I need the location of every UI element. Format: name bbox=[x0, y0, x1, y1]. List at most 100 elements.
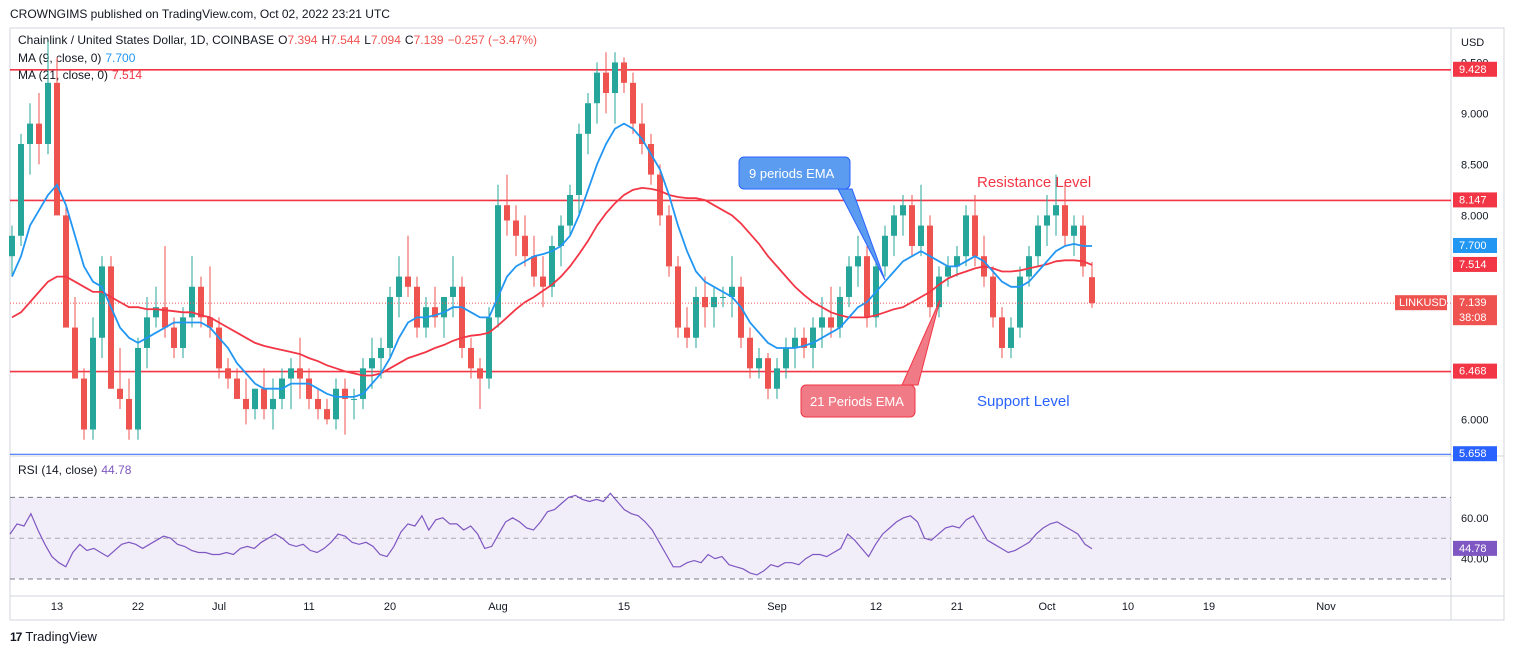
resistance-label: Resistance Level bbox=[977, 174, 1091, 191]
candle-body bbox=[108, 266, 114, 389]
open-value: 7.394 bbox=[287, 33, 318, 47]
candle-body bbox=[603, 72, 609, 94]
candle-body bbox=[540, 276, 546, 287]
candle-body bbox=[351, 398, 357, 400]
candle-body bbox=[243, 398, 249, 410]
candle-body bbox=[441, 296, 447, 318]
ema21-callout-pointer bbox=[901, 299, 941, 386]
price-tick-label: 6.000 bbox=[1461, 414, 1489, 426]
candle-body bbox=[963, 215, 969, 257]
candle-body bbox=[387, 296, 393, 348]
candle-body bbox=[729, 286, 735, 297]
ema9-tag-label: 7.700 bbox=[1459, 240, 1487, 252]
candle-body bbox=[234, 378, 240, 399]
candle-body bbox=[567, 194, 573, 226]
candle-body bbox=[324, 409, 330, 420]
ma21-value: 7.514 bbox=[112, 68, 143, 82]
candle-body bbox=[27, 123, 33, 145]
candle-body bbox=[216, 327, 222, 369]
candle-body bbox=[630, 82, 636, 124]
candle-body bbox=[99, 266, 105, 338]
low-value: 7.094 bbox=[370, 33, 401, 47]
candle-body bbox=[153, 307, 159, 318]
candle-body bbox=[468, 347, 474, 369]
candle-body bbox=[261, 388, 267, 410]
symbol-legend: Chainlink / United States Dollar, 1D, CO… bbox=[18, 33, 541, 47]
candle-body bbox=[432, 307, 438, 318]
candle-body bbox=[909, 205, 915, 246]
tradingview-brand: TradingView bbox=[25, 629, 97, 644]
symbol-tag: LINKUSD bbox=[1399, 297, 1447, 309]
candle-body bbox=[720, 296, 726, 298]
ma21-label: MA (21, close, 0) bbox=[18, 68, 109, 82]
time-tick-label: 22 bbox=[132, 601, 144, 613]
candle-body bbox=[585, 103, 591, 134]
time-tick-label: Sep bbox=[767, 601, 787, 613]
ema21-tag bbox=[1453, 256, 1497, 272]
countdown-label: 38:08 bbox=[1459, 312, 1487, 324]
candle-body bbox=[369, 358, 375, 369]
candle-body bbox=[117, 388, 123, 399]
time-tick-label: 12 bbox=[870, 601, 882, 613]
candle-body bbox=[396, 276, 402, 297]
candle-body bbox=[927, 225, 933, 308]
candle-body bbox=[648, 144, 654, 175]
candle-body bbox=[297, 368, 303, 379]
candle-body bbox=[270, 398, 276, 410]
last-price-label: 7.139 bbox=[1459, 297, 1487, 309]
chart-frame bbox=[9, 27, 1505, 621]
rsi-tick-label: 60.00 bbox=[1461, 513, 1489, 525]
time-tick-label: 15 bbox=[618, 601, 630, 613]
candle-body bbox=[360, 368, 366, 399]
rsi-value-tag bbox=[1453, 540, 1497, 556]
time-tick-label: Nov bbox=[1316, 601, 1336, 613]
candle-body bbox=[549, 245, 555, 287]
candle-body bbox=[1044, 215, 1050, 226]
candle-body bbox=[810, 327, 816, 348]
candle-body bbox=[666, 215, 672, 267]
candle-body bbox=[945, 266, 951, 277]
candle-body bbox=[576, 133, 582, 195]
candle-body bbox=[900, 205, 906, 216]
price-tick-label: 8.500 bbox=[1461, 159, 1489, 171]
candle-body bbox=[54, 82, 60, 216]
rsi-value-tag-label: 44.78 bbox=[1459, 543, 1487, 555]
currency-label: USD bbox=[1461, 37, 1484, 49]
candle-body bbox=[504, 205, 510, 221]
candle-body bbox=[774, 368, 780, 389]
candle-body bbox=[837, 296, 843, 328]
time-tick-label: 11 bbox=[303, 601, 314, 613]
candle-body bbox=[882, 235, 888, 267]
candle-body bbox=[855, 256, 861, 267]
candle-body bbox=[36, 123, 42, 145]
candle-body bbox=[333, 388, 339, 420]
candle-body bbox=[990, 276, 996, 318]
candle-body bbox=[558, 225, 564, 246]
candle-body bbox=[288, 368, 294, 379]
candle-body bbox=[225, 368, 231, 379]
ma9-label: MA (9, close, 0) bbox=[18, 51, 102, 65]
candle-body bbox=[639, 123, 645, 145]
tradingview-logo[interactable]: 17 TradingView bbox=[10, 629, 97, 644]
candle-body bbox=[792, 337, 798, 348]
candle-body bbox=[459, 286, 465, 348]
candle-body bbox=[315, 398, 321, 410]
candle-body bbox=[711, 296, 717, 308]
ema21-line bbox=[11, 186, 1093, 377]
candle-body bbox=[198, 286, 204, 318]
candle-body bbox=[693, 296, 699, 338]
candle-body bbox=[1017, 276, 1023, 328]
candle-body bbox=[702, 296, 708, 308]
candle-body bbox=[90, 337, 96, 430]
candle-body bbox=[684, 327, 690, 338]
time-tick-label: 13 bbox=[51, 601, 63, 613]
symbol-title: Chainlink / United States Dollar, 1D, CO… bbox=[18, 33, 275, 47]
candle-body bbox=[864, 256, 870, 318]
candle-body bbox=[477, 368, 483, 379]
candle-body bbox=[180, 317, 186, 348]
time-tick-label: 10 bbox=[1122, 601, 1134, 613]
change-value: −0.257 (−3.47%) bbox=[447, 33, 538, 47]
close-label: C bbox=[404, 33, 414, 47]
candle-body bbox=[999, 317, 1005, 348]
